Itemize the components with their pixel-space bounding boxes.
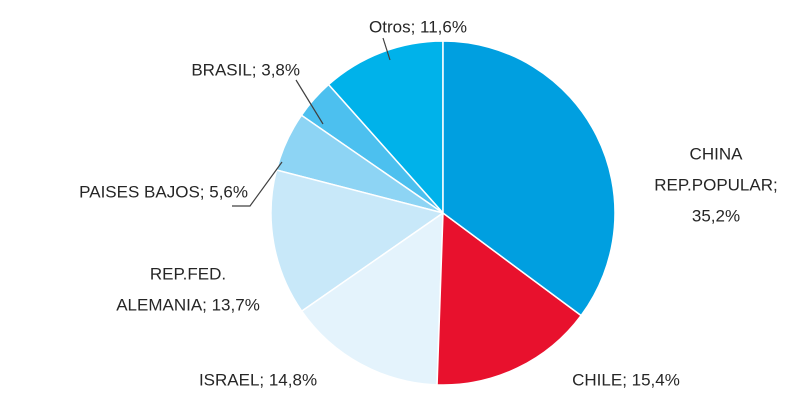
pie-slice — [442, 40, 616, 317]
pie-slice — [300, 211, 444, 386]
data-label: ISRAEL; 14,8% — [199, 370, 317, 389]
data-label: CHILE; 15,4% — [572, 370, 680, 389]
pie-slice — [270, 169, 445, 313]
data-label: Otros; 11,6% — [369, 17, 467, 36]
data-label: REP.FED. — [150, 264, 226, 283]
data-label: ALEMANIA; 13,7% — [116, 295, 260, 314]
pie-slice — [327, 40, 444, 215]
data-label: CHINA — [690, 144, 744, 163]
leader-line — [295, 79, 324, 125]
data-label: PAISES BAJOS; 5,6% — [79, 182, 248, 201]
pie-slice — [436, 211, 583, 386]
data-label: REP.POPULAR; — [654, 175, 777, 194]
leader-line — [382, 37, 391, 61]
data-label: BRASIL; 3,8% — [191, 60, 300, 79]
data-label: 35,2% — [692, 206, 740, 225]
leader-line — [232, 161, 283, 207]
